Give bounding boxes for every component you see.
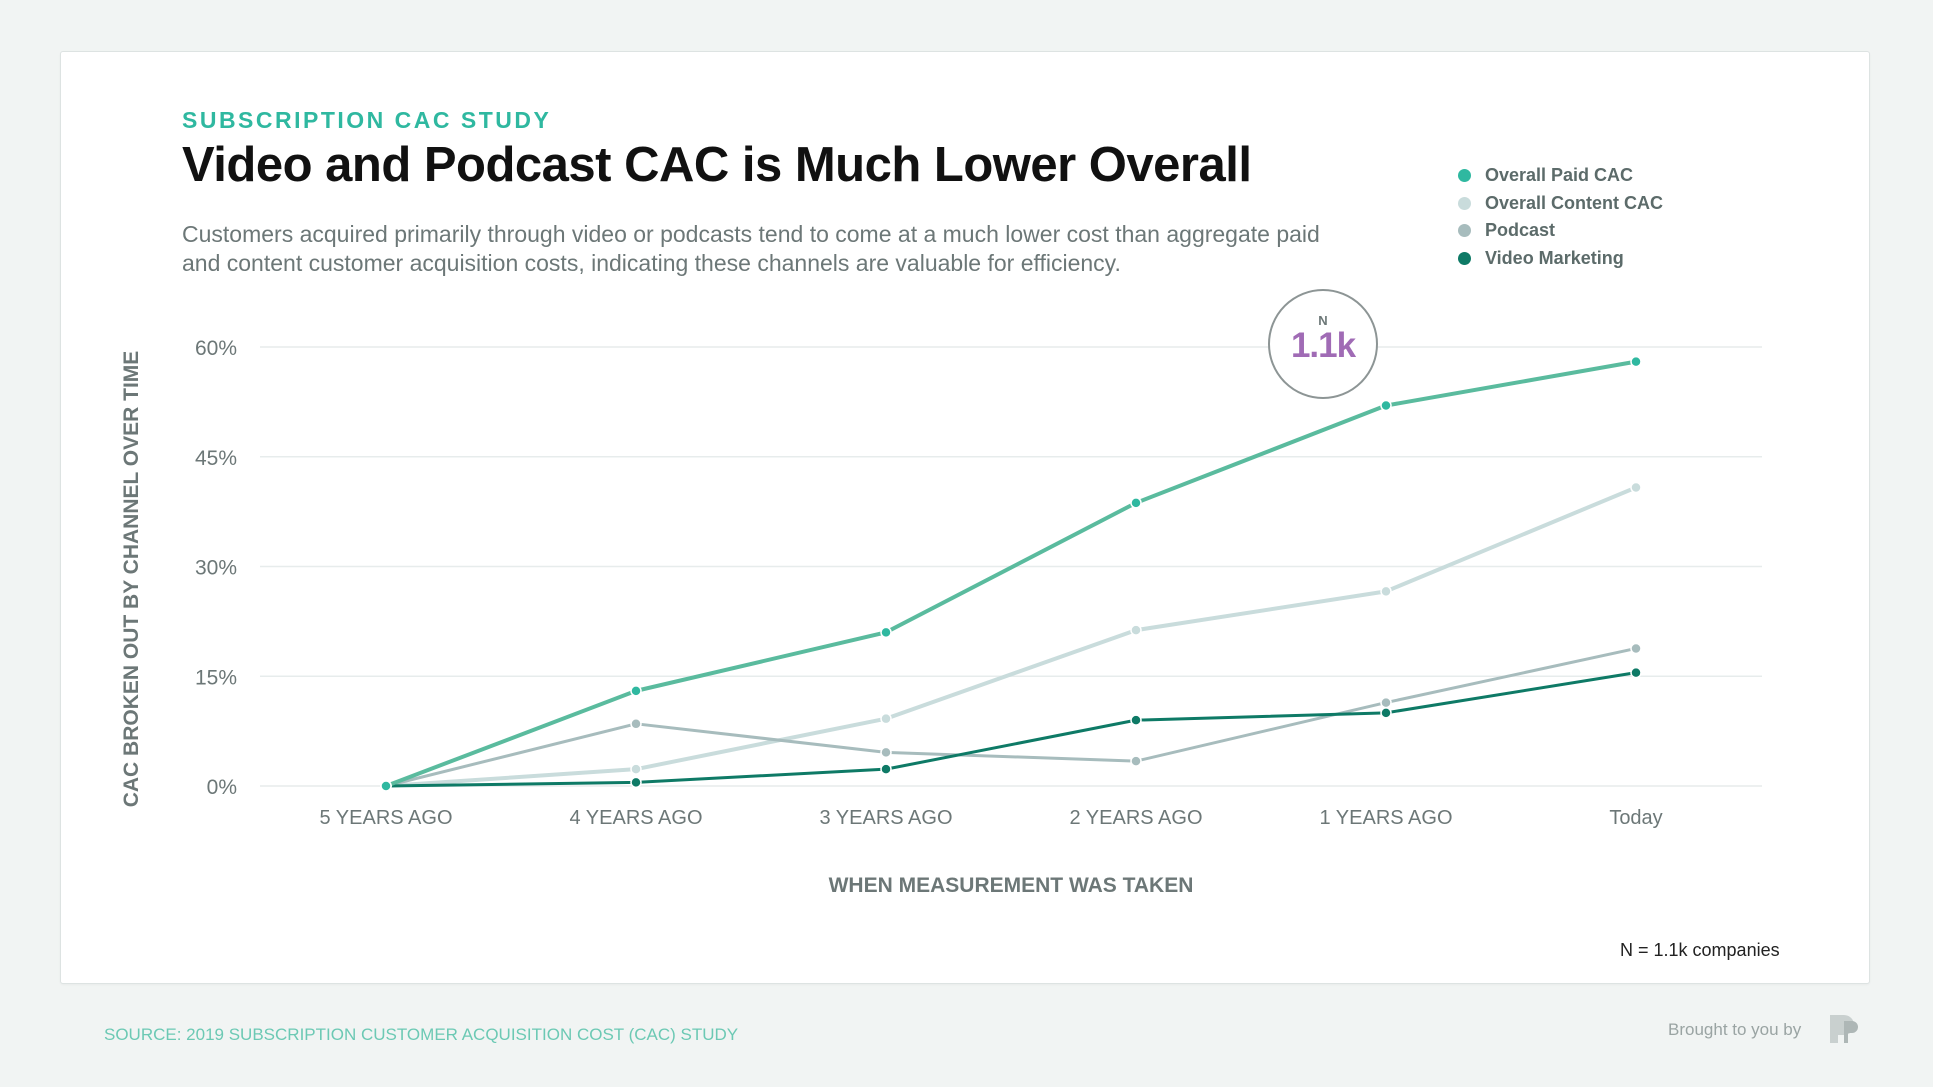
chart-subtitle: Customers acquired primarily through vid… bbox=[182, 221, 1320, 276]
data-point-overall-paid bbox=[880, 626, 892, 639]
data-point-overall-paid bbox=[1130, 497, 1142, 509]
data-point-overall-content bbox=[1130, 624, 1142, 636]
x-axis-title: WHEN MEASUREMENT WAS TAKEN bbox=[829, 874, 1194, 897]
data-point-overall-content bbox=[1380, 585, 1392, 598]
data-point-video bbox=[630, 776, 642, 789]
y-tick-label: 0% bbox=[207, 776, 237, 799]
x-tick-label: Today bbox=[1609, 807, 1662, 829]
series-line-video bbox=[384, 671, 1638, 788]
data-point-video bbox=[1130, 714, 1142, 726]
x-tick-label: 5 YEARS AGO bbox=[319, 807, 452, 829]
legend-item-podcast: Podcast bbox=[1458, 217, 1663, 245]
data-point-podcast bbox=[1630, 642, 1642, 655]
series-line-overall-paid bbox=[384, 359, 1638, 788]
data-point-video bbox=[1380, 707, 1392, 719]
legend-label-video: Video Marketing bbox=[1485, 247, 1624, 268]
legend-label-overall-content: Overall Content CAC bbox=[1485, 192, 1664, 213]
data-point-video bbox=[880, 763, 892, 775]
legend-item-video: Video Marketing bbox=[1458, 245, 1663, 273]
y-tick-label: 15% bbox=[195, 666, 237, 689]
chart-title: Video and Podcast CAC is Much Lower Over… bbox=[182, 138, 1252, 192]
legend-marker-podcast bbox=[1458, 224, 1471, 238]
data-point-overall-paid bbox=[1630, 355, 1642, 368]
footnote: N = 1.1k companies bbox=[1620, 940, 1780, 960]
data-point-overall-paid bbox=[630, 685, 642, 697]
data-point-overall-paid bbox=[1380, 399, 1392, 412]
series-line-podcast bbox=[384, 646, 1638, 788]
data-point-podcast bbox=[630, 718, 642, 730]
eyebrow-label: SUBSCRIPTION CAC STUDY bbox=[182, 107, 552, 133]
data-point-podcast bbox=[880, 746, 892, 759]
badge-value: 1.1k bbox=[1290, 326, 1356, 365]
y-tick-label: 30% bbox=[195, 557, 237, 580]
brought-to-you-by: Brought to you by bbox=[1668, 1020, 1802, 1039]
data-point-video bbox=[1630, 666, 1642, 679]
legend: Overall Paid CAC Overall Content CAC Pod… bbox=[1458, 162, 1663, 272]
data-point-podcast bbox=[1130, 755, 1142, 767]
source-note: SOURCE: 2019 SUBSCRIPTION CUSTOMER ACQUI… bbox=[104, 1025, 739, 1044]
badge-n-label: N bbox=[1318, 313, 1328, 328]
legend-label-podcast: Podcast bbox=[1485, 220, 1556, 241]
x-tick-label: 3 YEARS AGO bbox=[819, 807, 952, 829]
legend-marker-overall-content bbox=[1458, 196, 1471, 210]
brand-logo-icon bbox=[1830, 1015, 1858, 1043]
legend-item-overall-paid: Overall Paid CAC bbox=[1458, 162, 1663, 190]
sample-size-badge: N 1.1k bbox=[1268, 289, 1378, 399]
data-point-overall-content bbox=[880, 712, 892, 725]
y-tick-label: 45% bbox=[195, 447, 237, 470]
x-tick-label: 4 YEARS AGO bbox=[569, 807, 702, 829]
data-point-overall-content bbox=[630, 763, 642, 775]
data-point-overall-content bbox=[1630, 481, 1642, 494]
legend-marker-overall-paid bbox=[1458, 169, 1471, 183]
y-axis-title: CAC BROKEN OUT BY CHANNEL OVER TIME bbox=[120, 351, 143, 808]
y-tick-label: 60% bbox=[195, 337, 237, 360]
data-point-overall-paid bbox=[380, 780, 392, 792]
series-line-overall-content bbox=[384, 485, 1638, 788]
x-tick-label: 1 YEARS AGO bbox=[1319, 807, 1452, 829]
data-point-podcast bbox=[1380, 696, 1392, 709]
x-tick-label: 2 YEARS AGO bbox=[1069, 807, 1202, 829]
legend-label-overall-paid: Overall Paid CAC bbox=[1485, 165, 1634, 186]
legend-item-overall-content: Overall Content CAC bbox=[1458, 190, 1663, 218]
legend-marker-video bbox=[1458, 251, 1471, 265]
